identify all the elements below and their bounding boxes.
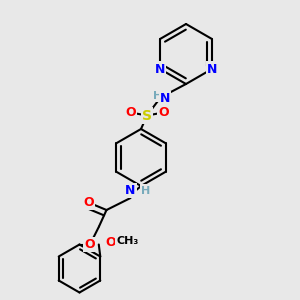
Text: O: O [85, 238, 95, 251]
Text: N: N [125, 184, 136, 197]
Text: O: O [125, 106, 136, 119]
Text: N: N [155, 62, 165, 76]
Text: H: H [153, 91, 162, 101]
Text: O: O [158, 106, 169, 119]
Text: O: O [106, 236, 116, 250]
Text: S: S [142, 109, 152, 122]
Text: N: N [160, 92, 170, 106]
Text: N: N [207, 62, 217, 76]
Text: CH₃: CH₃ [116, 236, 138, 247]
Text: H: H [141, 185, 150, 196]
Text: O: O [83, 196, 94, 209]
